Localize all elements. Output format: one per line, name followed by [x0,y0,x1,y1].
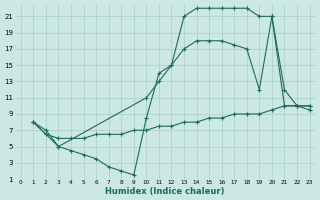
X-axis label: Humidex (Indice chaleur): Humidex (Indice chaleur) [106,187,225,196]
